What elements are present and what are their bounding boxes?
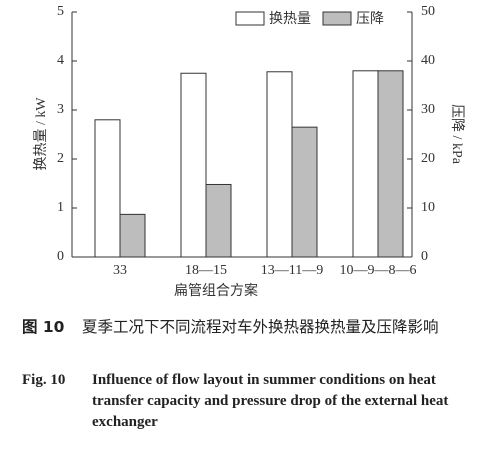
chart: 扁管组合方案 换热量 / kW 压降 / kPa 012345010203040…: [32, 4, 465, 299]
caption-en-label: Fig. 10: [22, 372, 66, 388]
x-axis-label: 扁管组合方案: [174, 282, 258, 299]
legend-label: 换热量: [269, 10, 311, 27]
legend-swatch: [322, 11, 352, 26]
y2-tick-label: 50: [421, 4, 435, 19]
y-axis-label: 换热量 / kW: [32, 97, 49, 171]
y-tick-label: 5: [57, 4, 64, 19]
y2-tick-label: 40: [421, 53, 435, 68]
legend-swatch: [235, 11, 265, 26]
caption-cn: 图 10 夏季工况下不同流程对车外换热器换热量及压降影响: [22, 314, 482, 340]
x-tick-label: 10—9—8—6: [340, 263, 417, 278]
x-tick-label: 18—15: [185, 263, 227, 278]
caption-en: Fig. 10 Influence of flow layout in summ…: [22, 370, 482, 433]
caption-en-text: Influence of flow layout in summer condi…: [92, 372, 449, 430]
y2-tick-label: 10: [421, 200, 435, 215]
y2-tick-label: 0: [421, 249, 428, 264]
caption-cn-text: 夏季工况下不同流程对车外换热器换热量及压降影响: [82, 318, 439, 336]
bar: [205, 183, 232, 258]
x-tick-label: 33: [113, 263, 127, 278]
bar: [352, 70, 379, 258]
y-tick-label: 1: [57, 200, 64, 215]
y-tick-label: 3: [57, 102, 64, 117]
legend-label: 压降: [356, 11, 384, 27]
y2-axis-label: 压降 / kPa: [449, 104, 465, 165]
bar: [291, 126, 318, 258]
y-tick-label: 4: [57, 53, 64, 68]
y-tick-label: 2: [57, 151, 64, 166]
bar: [377, 70, 404, 258]
x-tick-label: 13—11—9: [261, 263, 323, 278]
bar: [266, 71, 293, 258]
bar: [180, 72, 207, 258]
y2-tick-label: 20: [421, 151, 435, 166]
y-tick-label: 0: [57, 249, 64, 264]
y2-tick-label: 30: [421, 102, 435, 117]
caption-cn-label: 图 10: [22, 318, 65, 336]
bar: [94, 119, 121, 258]
bar: [119, 213, 146, 258]
